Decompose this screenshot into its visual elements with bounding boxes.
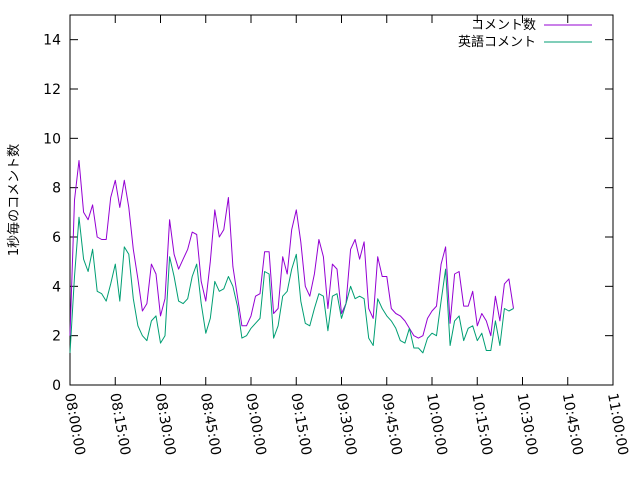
y-tick-label: 12	[43, 82, 61, 98]
y-axis-label: 1秒毎のコメント数	[6, 144, 22, 256]
y-tick-label: 8	[52, 181, 61, 197]
legend-label-english-comments: 英語コメント	[458, 34, 536, 50]
plot-frame	[69, 14, 614, 386]
x-tick-label: 09:00:00	[242, 392, 269, 457]
x-tick-label: 08:15:00	[106, 392, 133, 457]
x-tick-label: 11:00:00	[604, 392, 631, 457]
series-line-comment-count	[69, 160, 514, 339]
x-tick-label: 10:45:00	[559, 392, 586, 457]
x-tick-label: 09:30:00	[333, 392, 360, 457]
x-tick-label: 08:00:00	[61, 392, 88, 457]
y-tick-label: 0	[52, 378, 61, 394]
legend-label-comment-count: コメント数	[471, 18, 536, 33]
x-tick-label: 10:00:00	[423, 392, 450, 457]
y-tick-label: 2	[52, 329, 61, 345]
x-tick-label: 09:15:00	[287, 392, 314, 457]
y-tick-label: 14	[43, 33, 61, 49]
legend: コメント数 英語コメント	[458, 18, 592, 50]
y-axis: 0 2 4 6 8 10 12 14	[43, 33, 613, 394]
x-axis: 08:00:00 08:15:00 08:30:00 08:45:00 09:00:00…	[61, 15, 631, 457]
y-tick-label: 10	[43, 131, 61, 147]
x-tick-label: 08:45:00	[197, 392, 224, 457]
x-tick-label: 09:45:00	[378, 392, 405, 457]
y-tick-label: 4	[52, 279, 61, 295]
y-tick-label: 6	[52, 230, 61, 246]
series-lines	[69, 160, 514, 354]
x-tick-label: 10:15:00	[468, 392, 495, 457]
x-tick-label: 08:30:00	[152, 392, 179, 457]
series-line-english-comments	[69, 216, 514, 354]
x-tick-label: 10:30:00	[514, 392, 541, 457]
